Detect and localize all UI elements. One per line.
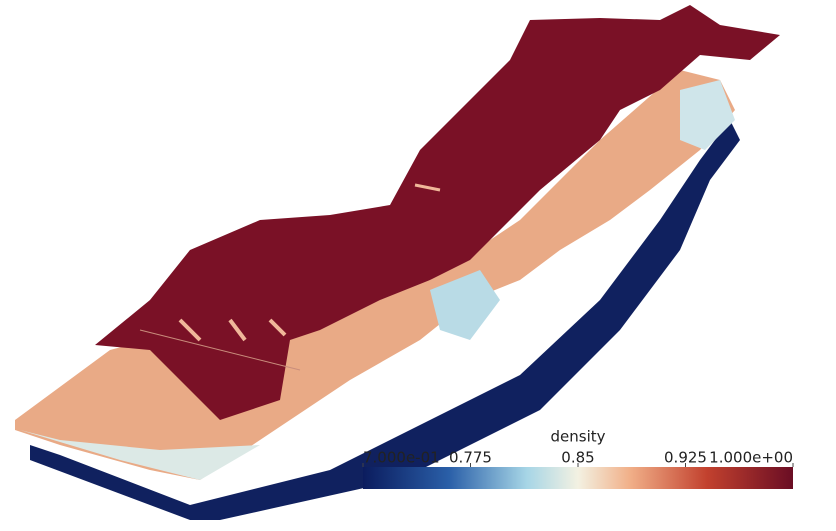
scene: density 7.000e-010.7750.850.9251.000e+00 <box>0 0 836 531</box>
colorbar-title: density <box>551 428 606 446</box>
colorbar-gradient <box>363 467 793 489</box>
colorbar-tick-label: 7.000e-01 <box>363 449 440 467</box>
surface-render <box>15 5 780 520</box>
colorbar-tick-label: 1.000e+00 <box>709 449 793 467</box>
